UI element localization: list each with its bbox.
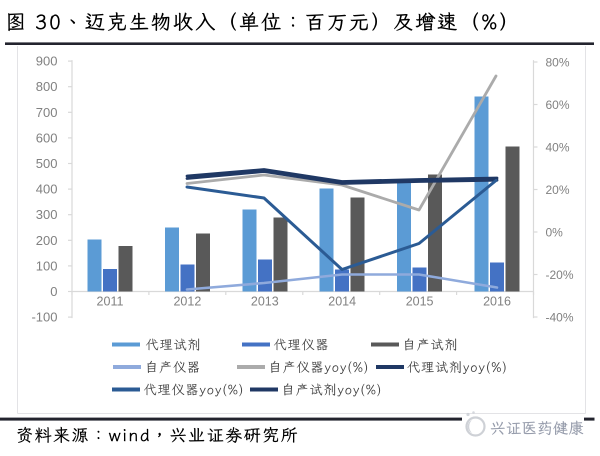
svg-text:100: 100 (36, 258, 58, 273)
svg-text:2016: 2016 (483, 295, 511, 309)
svg-text:400: 400 (36, 182, 58, 197)
svg-text:-20%: -20% (546, 268, 574, 282)
svg-text:-100: -100 (31, 310, 57, 325)
svg-text:2011: 2011 (97, 295, 124, 309)
svg-text:20%: 20% (546, 183, 570, 197)
svg-text:2015: 2015 (406, 295, 434, 309)
svg-text:0: 0 (50, 284, 57, 299)
svg-text:800: 800 (36, 79, 58, 94)
svg-text:0%: 0% (546, 226, 564, 240)
svg-text:-40%: -40% (546, 311, 574, 325)
svg-text:2012: 2012 (173, 295, 201, 309)
svg-text:2013: 2013 (251, 295, 279, 309)
svg-text:80%: 80% (546, 56, 570, 70)
svg-text:600: 600 (36, 130, 58, 145)
svg-text:2014: 2014 (328, 295, 356, 309)
svg-text:700: 700 (36, 105, 58, 120)
svg-text:40%: 40% (546, 141, 570, 155)
svg-text:300: 300 (36, 207, 58, 222)
svg-text:60%: 60% (546, 98, 570, 112)
svg-text:900: 900 (36, 54, 58, 69)
svg-text:200: 200 (36, 233, 58, 248)
svg-text:500: 500 (36, 156, 58, 171)
